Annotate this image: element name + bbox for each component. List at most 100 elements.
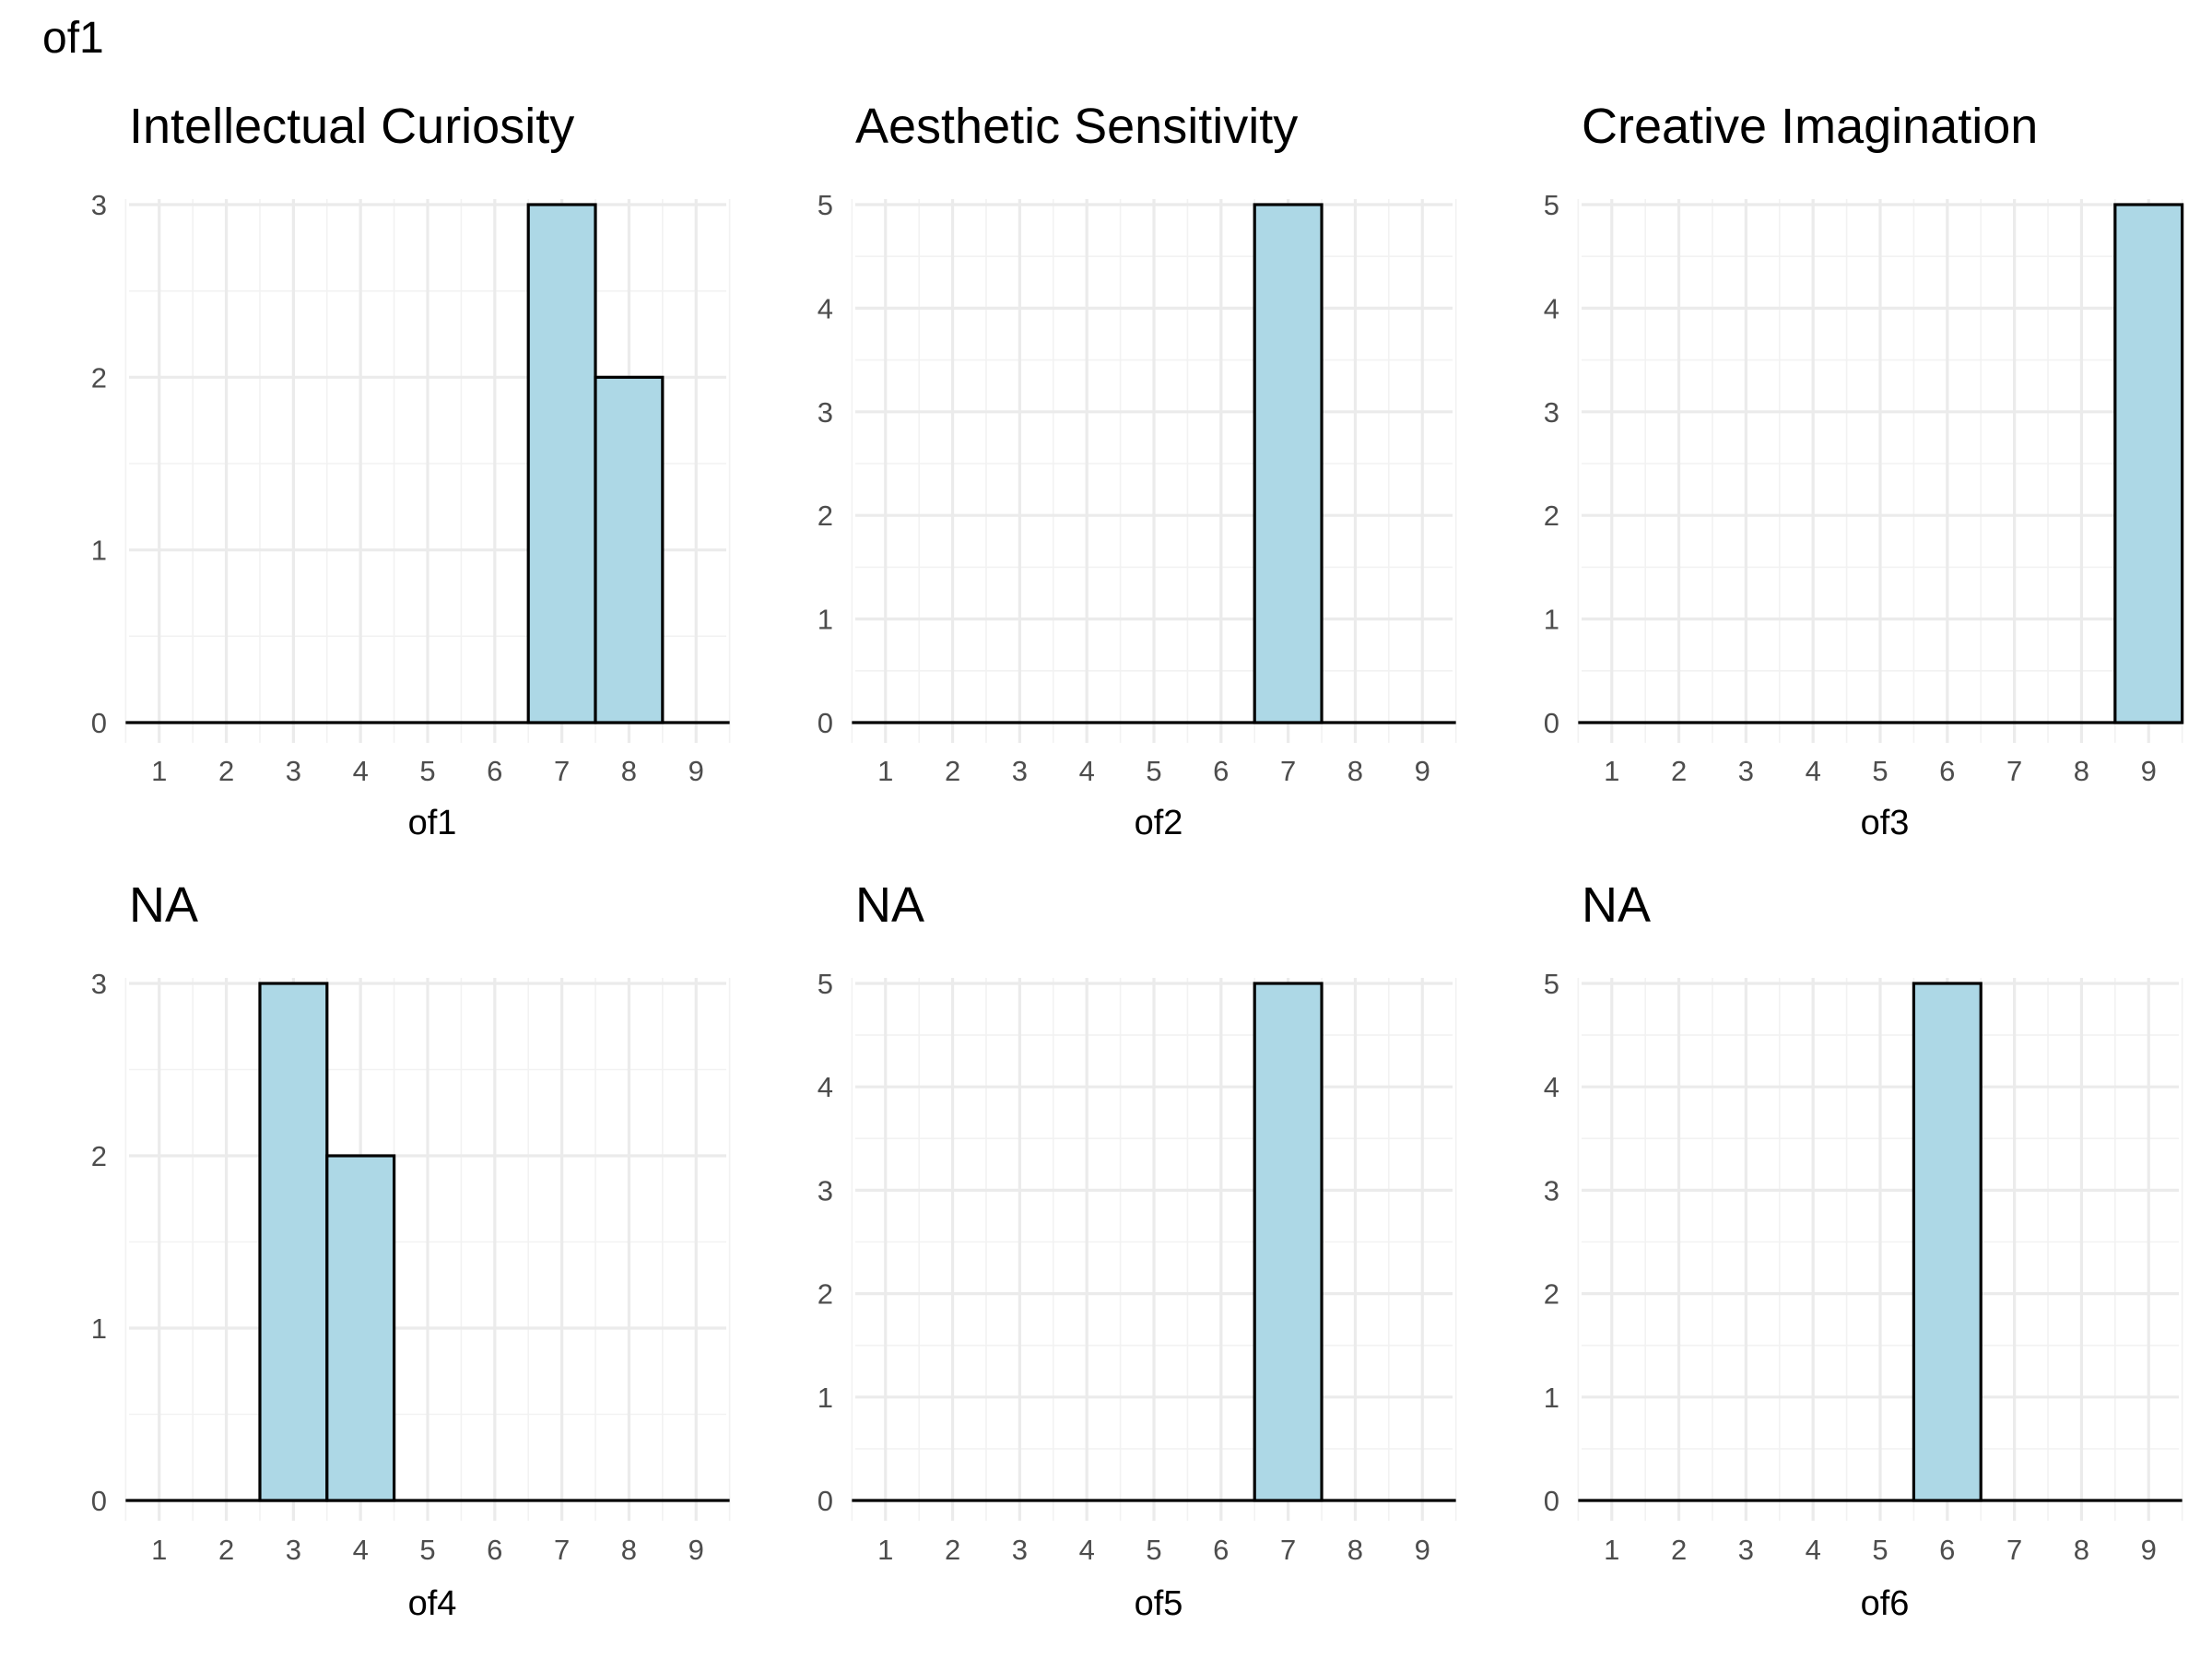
x-tick-label: 7 (554, 755, 570, 787)
page-title: of1 (42, 14, 104, 63)
y-tick-label: 2 (91, 1140, 107, 1172)
x-tick-label: 1 (877, 1534, 893, 1566)
x-tick-label: 2 (1671, 1534, 1687, 1566)
x-tick-label: 4 (1806, 1534, 1821, 1566)
panel-3: 0 1 2 3 4 5 1 2 3 4 5 6 7 8 9 Creative Imagination of3 (1544, 99, 2184, 842)
y-tick-label: 0 (818, 1485, 833, 1517)
panel-title: NA (129, 877, 198, 933)
x-tick-label: 5 (1146, 755, 1161, 787)
x-axis-label: of6 (1861, 1584, 1910, 1623)
y-tick-label: 2 (818, 1278, 833, 1311)
x-tick-label: 3 (1738, 755, 1754, 787)
x-tick-label: 6 (487, 755, 502, 787)
x-tick-label: 6 (1213, 1534, 1229, 1566)
y-tick-label: 1 (91, 1312, 107, 1345)
y-tick-label: 5 (1544, 189, 1559, 221)
x-tick-label: 1 (1604, 1534, 1619, 1566)
panel-title: NA (855, 877, 924, 933)
bar-7 (1253, 982, 1324, 1502)
y-tick-label: 2 (1544, 500, 1559, 532)
y-tick-label: 1 (818, 1382, 833, 1414)
bar-6 (1912, 982, 1983, 1502)
y-tick-label: 2 (1544, 1278, 1559, 1311)
y-tick-label: 1 (1544, 1382, 1559, 1414)
bar-7 (526, 203, 597, 724)
panel-6: 0 1 2 3 4 5 1 2 3 4 5 6 7 8 9 NA of6 (1544, 877, 2183, 1623)
y-tick-label: 4 (818, 1071, 833, 1103)
y-tick-label: 0 (91, 1485, 107, 1517)
x-tick-label: 9 (2141, 1534, 2157, 1566)
x-tick-label: 4 (1806, 755, 1821, 787)
x-axis-label: of4 (408, 1584, 457, 1623)
x-tick-label: 7 (1280, 755, 1296, 787)
x-tick-label: 9 (688, 755, 704, 787)
panel-5: 0 1 2 3 4 5 1 2 3 4 5 6 7 8 9 NA of5 (818, 877, 1457, 1623)
y-tick-label: 0 (1544, 1485, 1559, 1517)
y-tick-label: 5 (818, 968, 833, 1000)
y-tick-label: 3 (1544, 1174, 1559, 1206)
x-tick-label: 5 (419, 1534, 435, 1566)
bar-9 (2113, 203, 2184, 724)
x-axis-label: of3 (1861, 804, 1910, 842)
y-tick-label: 3 (818, 1174, 833, 1206)
panel-4: 0 1 2 3 1 2 3 4 5 6 7 8 9 NA of4 (91, 877, 731, 1623)
bar-3 (258, 982, 329, 1502)
x-tick-label: 3 (1012, 755, 1028, 787)
x-tick-label: 6 (1939, 1534, 1955, 1566)
x-tick-label: 9 (1415, 755, 1430, 787)
x-tick-label: 4 (1079, 1534, 1095, 1566)
x-tick-label: 2 (945, 755, 960, 787)
x-tick-label: 3 (286, 755, 301, 787)
y-tick-label: 1 (91, 535, 107, 567)
y-tick-label: 0 (91, 707, 107, 739)
x-tick-label: 9 (2141, 755, 2157, 787)
panel-2: 0 1 2 3 4 5 1 2 3 4 5 6 7 8 9 Aesthetic Sensitivity of2 (818, 99, 1457, 842)
panel-title: NA (1582, 877, 1651, 933)
y-tick-label: 3 (91, 189, 107, 221)
x-tick-label: 7 (1280, 1534, 1296, 1566)
x-tick-label: 7 (2006, 755, 2022, 787)
y-tick-label: 3 (91, 968, 107, 1000)
y-tick-label: 3 (818, 396, 833, 429)
panel-title: Aesthetic Sensitivity (855, 99, 1298, 154)
x-tick-label: 2 (218, 1534, 234, 1566)
panel-1: 0 1 2 3 1 2 3 4 5 6 7 8 9 Intellectual Curiosity of1 (91, 99, 731, 842)
x-tick-label: 8 (2074, 1534, 2089, 1566)
x-tick-label: 7 (554, 1534, 570, 1566)
y-tick-label: 1 (818, 604, 833, 636)
y-tick-label: 2 (91, 361, 107, 394)
y-tick-label: 4 (1544, 1071, 1559, 1103)
bar-8 (594, 375, 665, 724)
x-tick-label: 9 (1415, 1534, 1430, 1566)
y-tick-label: 1 (1544, 604, 1559, 636)
x-tick-label: 3 (1738, 1534, 1754, 1566)
x-tick-label: 6 (487, 1534, 502, 1566)
x-tick-label: 4 (1079, 755, 1095, 787)
x-tick-label: 5 (1872, 755, 1888, 787)
x-tick-label: 3 (286, 1534, 301, 1566)
x-tick-label: 1 (151, 1534, 167, 1566)
x-axis-label: of1 (408, 804, 457, 842)
x-tick-label: 4 (353, 755, 369, 787)
y-tick-label: 5 (1544, 968, 1559, 1000)
x-tick-label: 3 (1012, 1534, 1028, 1566)
x-tick-label: 2 (1671, 755, 1687, 787)
panel-title: Creative Imagination (1582, 99, 2038, 154)
x-tick-label: 6 (1939, 755, 1955, 787)
x-tick-label: 8 (1347, 755, 1363, 787)
y-tick-label: 4 (1544, 292, 1559, 324)
x-tick-label: 5 (1872, 1534, 1888, 1566)
y-tick-label: 0 (1544, 707, 1559, 739)
x-tick-label: 5 (419, 755, 435, 787)
x-tick-label: 6 (1213, 755, 1229, 787)
y-tick-label: 5 (818, 189, 833, 221)
x-tick-label: 9 (688, 1534, 704, 1566)
bar-7 (1253, 203, 1324, 724)
y-tick-label: 4 (818, 292, 833, 324)
x-tick-label: 4 (353, 1534, 369, 1566)
x-axis-label: of5 (1135, 1584, 1183, 1623)
x-tick-label: 8 (2074, 755, 2089, 787)
panel-title: Intellectual Curiosity (129, 99, 574, 154)
x-tick-label: 2 (218, 755, 234, 787)
